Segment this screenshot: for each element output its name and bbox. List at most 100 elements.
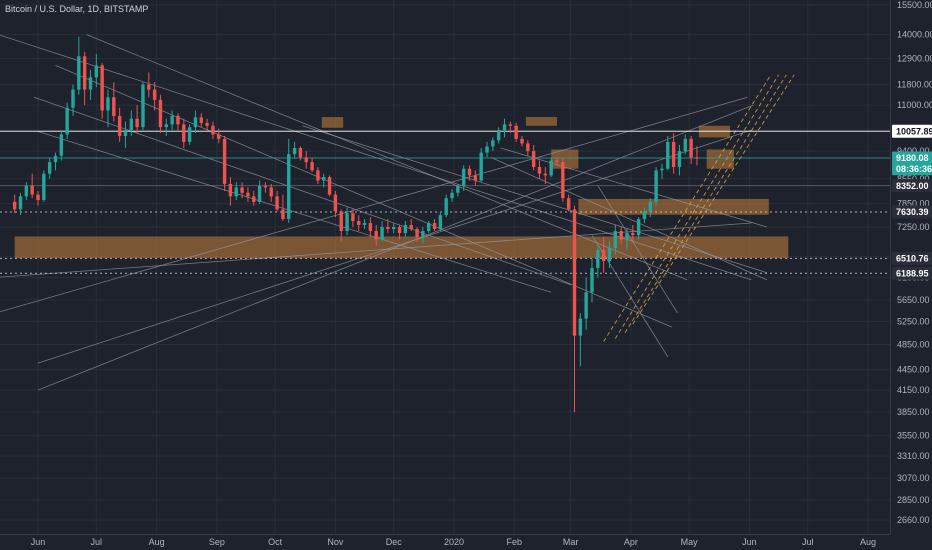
price-zone [578, 198, 769, 215]
candle-body [53, 155, 58, 163]
candle-body [654, 170, 658, 202]
candle-body [613, 231, 618, 248]
candle-body [246, 192, 250, 197]
candle-body [421, 231, 425, 238]
candle-body [555, 160, 559, 163]
candle-body [619, 231, 623, 240]
price-tag-background [892, 179, 932, 193]
candle-body [683, 138, 687, 152]
channel-line-dashed [632, 74, 795, 325]
price-tag-background [892, 124, 932, 138]
time-axis[interactable]: Jun Jul Aug Sep Oct Nov Dec 2020 Feb Mar Apr May Jun… [31, 537, 876, 547]
time-tick-label: Jun [742, 537, 757, 547]
trend-line [33, 96, 571, 286]
candle-body [327, 177, 332, 195]
price-tick-label: 4150.00 [897, 385, 930, 395]
price-tick-label: 3310.00 [897, 451, 930, 461]
candle-body [403, 224, 408, 234]
candle-body [263, 185, 268, 188]
price-tag-label: 6510.76 [896, 254, 929, 264]
price-tag-label: 8352.00 [896, 181, 929, 191]
candle-body [631, 233, 635, 236]
candle-body [117, 115, 122, 136]
candle-body [164, 124, 168, 128]
candle-body [362, 222, 367, 225]
channel-line-dashed [624, 74, 787, 333]
candle-body [123, 130, 128, 136]
candle-body [339, 211, 343, 232]
candle-body [269, 187, 273, 197]
time-tick-label: Oct [268, 537, 283, 547]
candle-body [596, 250, 600, 269]
candle-body [415, 229, 419, 238]
price-tick-label: 5650.00 [897, 295, 930, 305]
channel-line-dashed [603, 74, 772, 342]
candle-body [345, 213, 349, 232]
time-tick-label: Jul [91, 537, 103, 547]
price-tick-label: 5250.00 [897, 316, 930, 326]
candle-body [496, 130, 501, 141]
candle-body [18, 196, 23, 210]
candle-body [234, 187, 238, 197]
time-tick-label: Feb [506, 537, 522, 547]
candle-body [444, 198, 448, 216]
price-tick-label: 4850.00 [897, 339, 930, 349]
candle-body [461, 168, 466, 186]
candle-body [310, 162, 314, 171]
price-zone [706, 149, 734, 169]
trend-line [500, 147, 768, 228]
price-tick-label: 4450.00 [897, 365, 930, 375]
candle-body [549, 160, 553, 176]
price-tag-background [892, 266, 932, 280]
candle-body [147, 84, 151, 90]
price-tag-label: 7630.39 [896, 207, 929, 217]
candle-body [537, 167, 542, 174]
price-tick-label: 15500.00 [897, 0, 932, 10]
candle-body [24, 185, 29, 197]
candle-body [543, 173, 548, 176]
candle-body [211, 125, 215, 135]
candle-body [636, 219, 641, 236]
candle-body [526, 143, 530, 152]
candle-body [82, 56, 87, 90]
candle-body [88, 77, 93, 90]
candle-body [281, 209, 285, 220]
candle-body [392, 226, 396, 230]
time-tick-label: Nov [327, 537, 344, 547]
price-tick-label: 3850.00 [897, 407, 930, 417]
candle-body [531, 151, 536, 168]
candles [12, 36, 699, 412]
price-tick-label: 11000.00 [897, 100, 932, 110]
candle-body [187, 127, 192, 142]
candle-body [473, 175, 478, 181]
candle-body [217, 134, 221, 139]
price-tick-label: 2850.00 [897, 495, 930, 505]
candle-body [205, 122, 209, 126]
candle-body [648, 201, 652, 212]
candle-body [94, 65, 99, 78]
time-tick-label: Sep [209, 537, 225, 547]
candle-body [222, 138, 227, 184]
trend-line [0, 222, 752, 278]
price-tick-label: 7850.00 [897, 199, 930, 209]
price-tick-label: 3070.00 [897, 473, 930, 483]
price-tick-label: 14000.00 [897, 30, 932, 40]
candle-body [316, 170, 320, 181]
candle-body [601, 250, 606, 262]
time-tick-label: Dec [386, 537, 403, 547]
candle-body [357, 220, 361, 225]
candle-body [368, 222, 373, 232]
candle-body [409, 224, 413, 230]
candle-body [566, 198, 571, 210]
candle-body [514, 125, 518, 139]
candle-body [252, 196, 256, 202]
candle-body [228, 183, 233, 197]
candle-body [427, 222, 431, 232]
candle-body [106, 97, 110, 111]
candle-body [129, 118, 134, 131]
price-tick-label: 7250.00 [897, 222, 930, 232]
candle-body [491, 140, 495, 147]
candle-body [456, 185, 460, 193]
